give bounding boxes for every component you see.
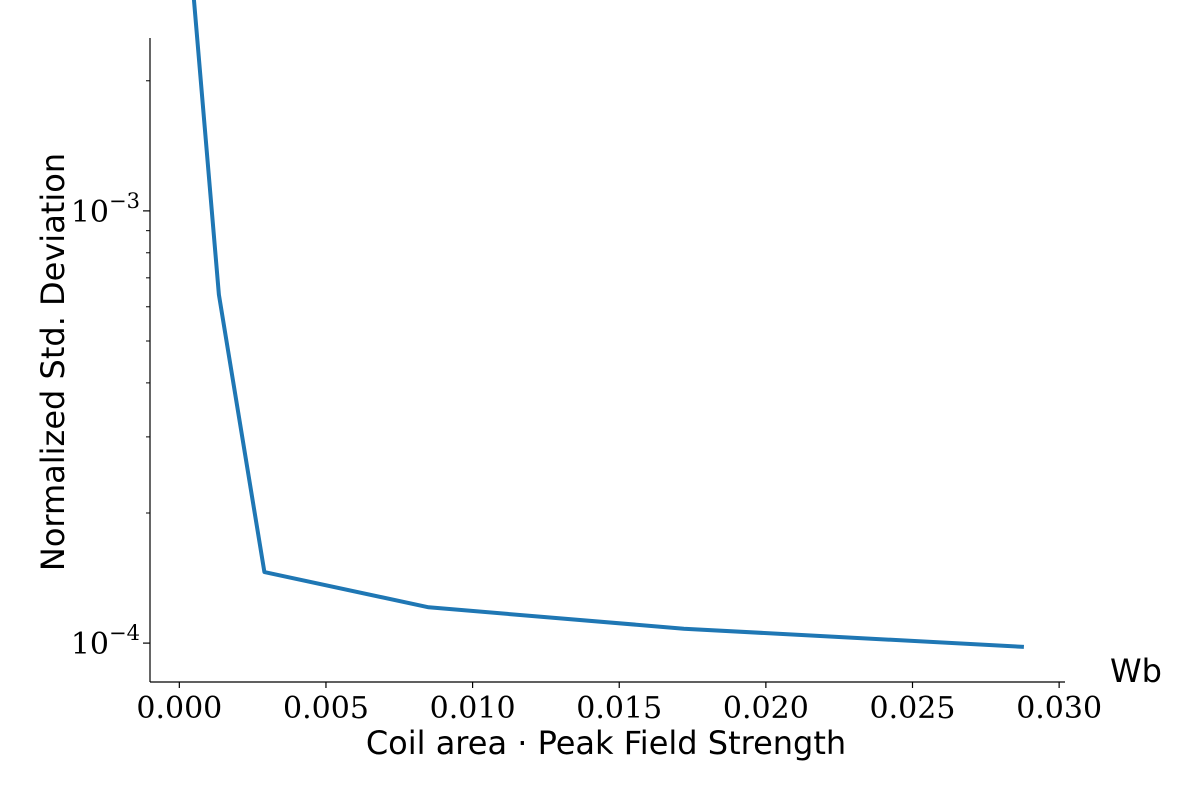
x-axis-label: Coil area · Peak Field Strength	[366, 724, 846, 762]
y-tick-label: 10−3	[71, 189, 140, 230]
y-minor-ticks	[146, 80, 150, 514]
y-axis-label: Normalized Std. Deviation	[34, 153, 72, 571]
x-tick-label: 0.025	[870, 691, 956, 726]
y-tick-label: 10−4	[71, 621, 140, 662]
y-ticks: 10−3 10−4	[71, 189, 150, 662]
x-ticks: 0.000 0.005 0.010 0.015 0.020 0.025 0.030	[136, 682, 1102, 726]
x-tick-label: 0.030	[1016, 691, 1102, 726]
series-line	[191, 0, 1025, 649]
x-tick-label: 0.010	[430, 691, 516, 726]
x-axis-unit: Wb	[1110, 652, 1162, 690]
x-tick-label: 0.015	[576, 691, 662, 726]
x-tick-label: 0.000	[136, 691, 222, 726]
series-group	[191, 0, 1025, 649]
x-tick-label: 0.020	[723, 691, 809, 726]
x-tick-label: 0.005	[283, 691, 369, 726]
